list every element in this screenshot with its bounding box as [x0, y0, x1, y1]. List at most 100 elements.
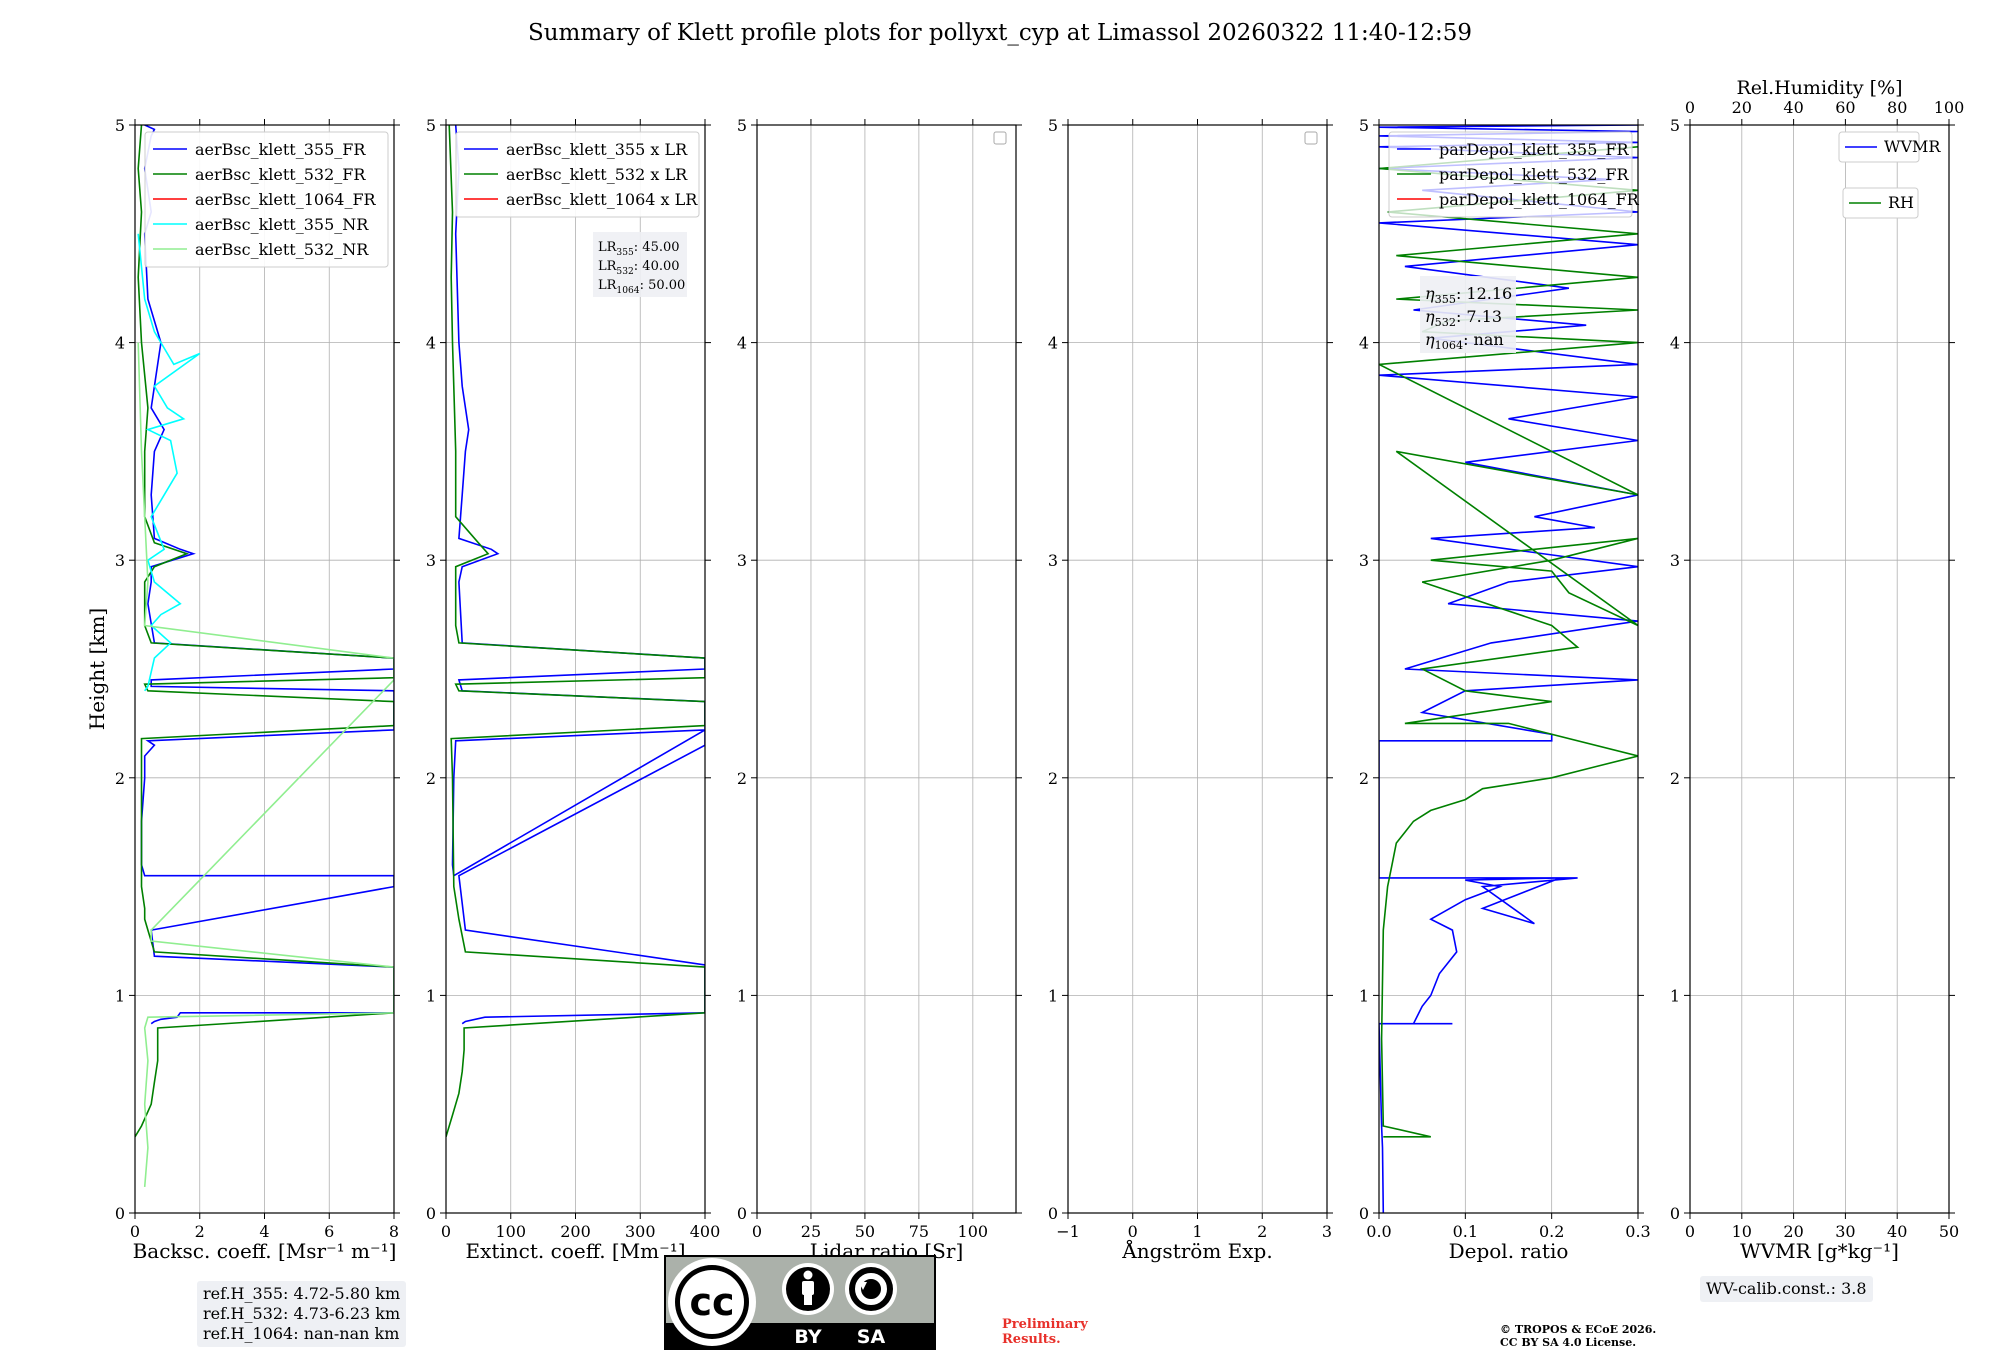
legend-frame	[144, 131, 389, 268]
y-tick-label: 4	[115, 334, 125, 353]
x-tick-label: 200	[560, 1222, 591, 1241]
annotation-frame	[1420, 276, 1516, 353]
legend-frame	[455, 131, 700, 218]
annotation-frame	[593, 232, 687, 297]
y-tick-label: 4	[737, 334, 747, 353]
y-tick-label: 3	[737, 551, 747, 570]
cc-by-sa-license-icon: cc BY SA	[664, 1255, 936, 1350]
cc-logo-text: cc	[689, 1280, 734, 1324]
x-tick-label: 400	[690, 1222, 721, 1241]
legend-frame	[1388, 131, 1633, 218]
legend-label: aerBsc_klett_532_FR	[195, 165, 366, 184]
copyright-notice: © TROPOS & ECoE 2026. CC BY SA 4.0 Licen…	[1500, 1323, 1656, 1349]
x-tick-label: 4	[259, 1222, 269, 1241]
x-tick-label: 6	[324, 1222, 334, 1241]
legend-box: aerBsc_klett_355_FR aerBsc_klett_532_FRae…	[144, 131, 389, 268]
by-label: BY	[794, 1326, 821, 1348]
y-axis-label: Height [km]	[85, 608, 109, 730]
y-tick-label: 2	[1359, 769, 1369, 788]
legend-label: aerBsc_klett_355 x LR	[506, 140, 688, 159]
ref-height-355: ref.H_355: 4.72-5.80 km	[203, 1284, 401, 1303]
copyright-line-2: CC BY SA 4.0 License.	[1500, 1336, 1637, 1349]
empty-legend-marker	[993, 131, 1007, 145]
y-tick-label: 1	[1670, 986, 1680, 1005]
plot-frame	[1689, 124, 1950, 1214]
x-tick-label: 0	[1685, 1222, 1695, 1241]
y-tick-label: 1	[737, 986, 747, 1005]
sa-label: SA	[857, 1326, 886, 1348]
top-tick-label: 0	[1685, 98, 1695, 117]
y-tick-label: 5	[1670, 116, 1680, 135]
x-tick-label: 0.3	[1625, 1222, 1650, 1241]
legend-label: aerBsc_klett_1064 x LR	[506, 190, 698, 209]
plot-frame	[1378, 124, 1639, 1214]
panel-bsc: 0 2 4 6 8 0 1 2 3 4 5 Backsc. coeff. [Msr⁻¹ m⁻¹] aer…	[115, 116, 400, 1263]
x-tick-label: 2	[1257, 1222, 1267, 1241]
annotation-line: LR355: 45.00	[598, 240, 680, 258]
x-tick-label: 100	[495, 1222, 526, 1241]
x-tick-label: 50	[1939, 1222, 1959, 1241]
x-tick-label: 0.2	[1539, 1222, 1564, 1241]
y-tick-label: 4	[1359, 334, 1369, 353]
panel-ext: 0 100 200 300 400 0 1 2 3 4 5 Extinct. coeff. [Mm⁻¹…	[426, 116, 720, 1263]
series-line-parDepol_klett_355_FR	[1379, 125, 1638, 1213]
annotation-line: LR1064: 50.00	[598, 278, 685, 296]
y-tick-label: 3	[1670, 551, 1680, 570]
x-axis-label: Depol. ratio	[1449, 1239, 1569, 1263]
y-tick-label: 0	[1048, 1204, 1058, 1223]
x-axis-label: Backsc. coeff. [Msr⁻¹ m⁻¹]	[133, 1239, 397, 1263]
x-tick-label: 25	[801, 1222, 821, 1241]
legend-label: RH	[1888, 193, 1914, 212]
person-icon	[782, 1263, 834, 1315]
x-tick-label: 1	[1192, 1222, 1202, 1241]
legend-label: parDepol_klett_355_FR	[1439, 140, 1630, 159]
legend-label: aerBsc_klett_532_NR	[195, 240, 369, 259]
y-tick-label: 2	[426, 769, 436, 788]
y-tick-label: 5	[1359, 116, 1369, 135]
ref-height-532: ref.H_532: 4.73-6.23 km	[203, 1304, 401, 1323]
x-tick-label: 40	[1887, 1222, 1907, 1241]
x-tick-label: 30	[1835, 1222, 1855, 1241]
legend-box: WVMR	[1838, 131, 1941, 163]
x-tick-label: 8	[389, 1222, 399, 1241]
series-line-aerBsc_klett_355_NR	[137, 233, 201, 692]
annotation-line: η355: 12.16	[1425, 284, 1512, 306]
y-tick-label: 5	[1048, 116, 1058, 135]
top-tick-label: 20	[1732, 98, 1752, 117]
legend-label: parDepol_klett_532_FR	[1439, 165, 1630, 184]
annotation-line: η1064: nan	[1425, 330, 1504, 352]
y-tick-label: 5	[737, 116, 747, 135]
y-tick-label: 2	[115, 769, 125, 788]
y-tick-label: 1	[1359, 986, 1369, 1005]
x-axis-label: Ångström Exp.	[1121, 1238, 1272, 1263]
legend-label: aerBsc_klett_355_FR	[195, 140, 366, 159]
y-tick-label: 4	[426, 334, 436, 353]
x-tick-label: 0	[1128, 1222, 1138, 1241]
x-tick-label: 75	[909, 1222, 929, 1241]
panel-depol: 0.0 0.1 0.2 0.3 0 1 2 3 4 5 Depol. ratio parDepol_k…	[1359, 116, 1651, 1263]
panel-wv: 0 10 20 30 40 50 0 1 2 3 4 5 WVMR [g*kg⁻¹] 0 20 40 60 80 1…	[1670, 77, 1964, 1263]
y-tick-label: 0	[1359, 1204, 1369, 1223]
y-tick-label: 1	[426, 986, 436, 1005]
x-tick-label: 0	[752, 1222, 762, 1241]
x-tick-label: 10	[1732, 1222, 1752, 1241]
annotation-line: η532: 7.13	[1425, 307, 1502, 329]
x-tick-label: 3	[1322, 1222, 1332, 1241]
x-tick-label: 0	[130, 1222, 140, 1241]
y-tick-label: 1	[115, 986, 125, 1005]
series-line-aerBsc_klett_355 x LR	[451, 125, 705, 1025]
y-tick-label: 2	[1670, 769, 1680, 788]
series-line-aerBsc_klett_532_NR	[137, 342, 394, 1187]
x-tick-label: 300	[625, 1222, 656, 1241]
y-tick-label: 1	[1048, 986, 1058, 1005]
legend-label: aerBsc_klett_532 x LR	[506, 165, 688, 184]
reference-heights-box: ref.H_355: 4.72-5.80 km ref.H_532: 4.73-…	[197, 1281, 407, 1347]
y-tick-label: 4	[1670, 334, 1680, 353]
top-tick-label: 60	[1835, 98, 1855, 117]
x-tick-label: 50	[855, 1222, 875, 1241]
x-tick-label: 0.0	[1366, 1222, 1391, 1241]
legend-box: aerBsc_klett_355 x LR aerBsc_klett_532 x …	[455, 131, 700, 218]
